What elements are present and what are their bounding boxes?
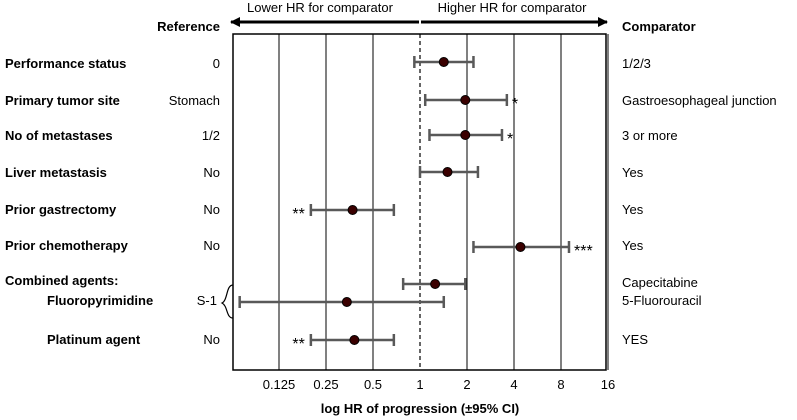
hr-point	[442, 167, 453, 177]
x-tick-label: 2	[463, 377, 470, 392]
comparator-header: Comparator	[622, 19, 696, 34]
reference-value: No	[203, 332, 220, 347]
comparator-values: 1/2/3 Gastroesophageal junction 3 or mor…	[622, 56, 777, 347]
significance-marker: **	[292, 206, 304, 223]
row-group-label-combined-agents: Combined agents:	[5, 273, 118, 288]
row-labels: Performance status Primary tumor site No…	[5, 56, 153, 347]
reference-value: S-1	[197, 293, 217, 308]
hr-point	[349, 335, 360, 345]
hr-point	[460, 95, 471, 105]
comparator-value: 1/2/3	[622, 56, 651, 71]
row-label-performance-status: Performance status	[5, 56, 126, 71]
higher-hr-label: Higher HR for comparator	[438, 0, 587, 15]
significance-marker: **	[292, 336, 304, 353]
row-label-prior-chemotherapy: Prior chemotherapy	[5, 238, 129, 253]
reference-values: 0 Stomach 1/2 No No No S-1 No	[169, 56, 220, 347]
comparator-value: Yes	[622, 165, 644, 180]
x-tick-label: 4	[510, 377, 517, 392]
row-label-platinum-agent: Platinum agent	[47, 332, 141, 347]
hr-point	[438, 57, 449, 67]
estimate-row: **	[292, 334, 396, 353]
x-tick-labels: 0.125 0.25 0.5 1 2 4 8 16	[263, 377, 616, 392]
reference-header: Reference	[157, 19, 220, 34]
estimate-row: *	[428, 129, 513, 148]
gridlines	[278, 34, 609, 370]
reference-value: No	[203, 202, 220, 217]
hr-point	[460, 130, 471, 140]
hr-point	[430, 279, 441, 289]
estimate-row	[413, 56, 475, 68]
comparator-value: YES	[622, 332, 648, 347]
reference-value: Stomach	[169, 93, 220, 108]
comparator-value: Capecitabine	[622, 275, 698, 290]
row-label-prior-gastrectomy: Prior gastrectomy	[5, 202, 117, 217]
row-label-primary-tumor-site: Primary tumor site	[5, 93, 120, 108]
estimates: *********	[238, 56, 593, 353]
hr-point	[341, 297, 352, 307]
comparator-value: Yes	[622, 238, 644, 253]
row-label-no-of-metastases: No of metastases	[5, 128, 113, 143]
comparator-value-line2: 5-Fluorouracil	[622, 293, 702, 308]
comparator-value: Gastroesophageal junction	[622, 93, 777, 108]
estimate-row	[238, 296, 446, 308]
row-label-fluoropyrimidine: Fluoropyrimidine	[47, 293, 153, 308]
estimate-row	[401, 278, 467, 290]
significance-marker: *	[512, 96, 518, 113]
estimate-row: **	[292, 204, 396, 223]
comparator-value: 3 or more	[622, 128, 678, 143]
lower-hr-label: Lower HR for comparator	[247, 0, 394, 15]
fluoropyrimidine-bracket	[220, 284, 234, 319]
reference-value: No	[203, 238, 220, 253]
x-tick-label: 0.25	[313, 377, 338, 392]
x-tick-label: 1	[416, 377, 423, 392]
row-label-liver-metastasis: Liver metastasis	[5, 165, 107, 180]
significance-marker: ***	[574, 243, 593, 260]
hr-point	[347, 205, 358, 215]
reference-value: 1/2	[202, 128, 220, 143]
x-tick-label: 0.125	[263, 377, 296, 392]
x-tick-label: 8	[557, 377, 564, 392]
x-tick-label: 0.5	[364, 377, 382, 392]
x-tick-label: 16	[601, 377, 615, 392]
estimate-row: *	[423, 94, 518, 113]
hr-point	[515, 242, 526, 252]
reference-value: No	[203, 165, 220, 180]
significance-marker: *	[507, 131, 513, 148]
estimate-row	[418, 166, 480, 178]
reference-value: 0	[213, 56, 220, 71]
comparator-value: Yes	[622, 202, 644, 217]
x-axis-label: log HR of progression (±95% CI)	[321, 401, 520, 416]
estimate-row: ***	[472, 241, 593, 260]
